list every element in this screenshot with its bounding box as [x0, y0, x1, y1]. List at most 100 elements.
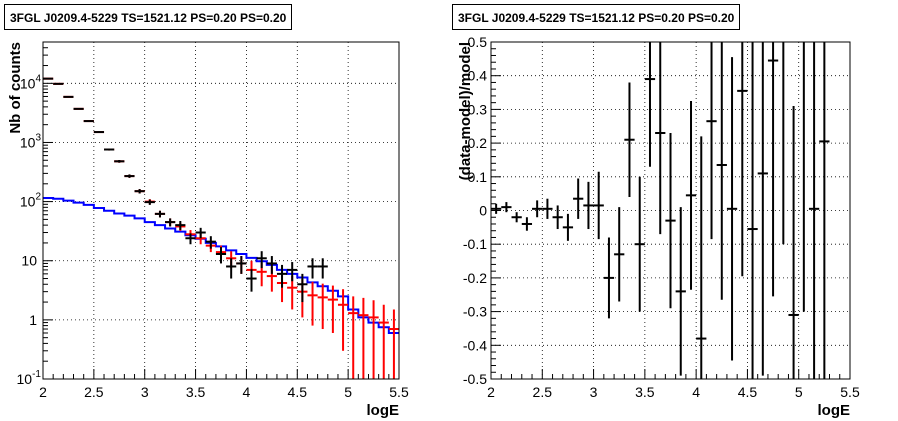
residual-point	[603, 237, 615, 319]
model-counts-point	[368, 300, 379, 379]
data-counts-point	[144, 199, 155, 205]
data-counts-point	[205, 236, 216, 249]
data-counts-point	[83, 120, 94, 123]
data-counts-point	[124, 174, 135, 178]
data-counts-point	[287, 262, 298, 282]
y-tick-label: 102	[20, 192, 42, 210]
model-counts-point	[348, 296, 359, 379]
x-tick-label: 5.5	[840, 384, 860, 400]
y-tick-exponent: 3	[35, 132, 41, 143]
residual-point	[788, 106, 799, 379]
right-plot-title: 3FGL J0209.4-5229 TS=1521.12 PS=0.20 PS=…	[452, 4, 741, 30]
model-counts-point	[287, 276, 298, 310]
x-tick-label: 3	[141, 384, 149, 400]
residual-point	[593, 171, 604, 240]
model-counts-point	[327, 285, 338, 333]
residual-point	[583, 181, 594, 230]
x-tick-label: 2	[39, 384, 47, 400]
residual-point	[552, 205, 563, 230]
x-tick-label: 4.5	[288, 384, 308, 400]
data-counts-point	[317, 258, 328, 279]
y-tick-label: -0.5	[463, 371, 487, 387]
residual-point	[675, 207, 686, 376]
residual-point	[634, 176, 645, 312]
residual-point	[542, 198, 553, 219]
model-counts-point	[358, 297, 369, 379]
y-tick-label: 103	[20, 132, 42, 150]
data-counts-point	[236, 256, 247, 274]
x-tick-label: 2.5	[533, 384, 553, 400]
data-counts-point	[226, 258, 237, 279]
x-tick-label: 4	[243, 384, 251, 400]
data-counts-point	[93, 131, 105, 134]
residual-point	[501, 202, 512, 213]
data-counts-point	[246, 269, 257, 292]
y-tick-label: -0.2	[463, 270, 487, 286]
data-counts-point	[114, 160, 125, 163]
residual-point	[737, 42, 748, 277]
y-tick-label: 10	[21, 253, 37, 269]
residual-point	[511, 212, 522, 223]
y-tick-exponent: 2	[35, 192, 41, 203]
x-tick-label: 3	[590, 384, 598, 400]
data-counts-point	[53, 82, 64, 85]
data-counts-point	[165, 218, 176, 227]
residual-point	[655, 42, 666, 235]
residual-point	[532, 200, 543, 218]
x-tick-label: 3.5	[635, 384, 655, 400]
x-tick-label: 5.5	[389, 384, 409, 400]
residual-point	[491, 203, 502, 214]
data-counts-point	[63, 95, 74, 98]
residual-point	[757, 42, 768, 376]
data-counts-point	[307, 258, 318, 279]
y-axis-title: Nb of counts	[7, 42, 24, 134]
x-tick-label: 2	[487, 384, 495, 400]
y-tick-label: 0.5	[468, 34, 488, 50]
residual-point	[624, 82, 635, 198]
y-tick-label: 0.2	[468, 135, 488, 151]
residual-point	[644, 42, 656, 167]
x-tick-label: 4.5	[738, 384, 758, 400]
data-counts-point	[175, 220, 186, 231]
y-tick-exponent: 4	[35, 73, 41, 84]
data-counts-point	[195, 227, 206, 239]
residuals-panel: 2 2.5 3 3.5 4 4.5 5 5.5 -0.5 -0.4 -0.3 -0.2 -0.1 0 0.1…	[457, 34, 860, 419]
model-counts-point	[378, 304, 389, 379]
y-axis-title: (data-model)/model	[457, 42, 474, 180]
model-counts-point	[388, 309, 399, 379]
data-counts-point	[297, 273, 308, 303]
model-counts-point	[317, 283, 328, 330]
plot-area	[43, 42, 399, 379]
x-tick-label: 5	[795, 384, 803, 400]
residual-point	[521, 217, 533, 231]
data-counts-point	[256, 251, 267, 269]
y-tick-label: 1	[29, 312, 37, 328]
data-counts-point	[73, 107, 84, 110]
residual-point	[819, 42, 830, 379]
x-tick-label: 4	[692, 384, 700, 400]
data-counts-point	[276, 264, 288, 288]
residual-point	[747, 42, 758, 379]
x-tick-label: 2.5	[84, 384, 104, 400]
y-tick-label: -0.3	[463, 304, 487, 320]
data-counts-point	[185, 233, 196, 245]
x-tick-label: 3.5	[186, 384, 206, 400]
data-counts-point	[215, 247, 227, 264]
x-tick-label: 5	[344, 384, 352, 400]
residual-point	[726, 57, 738, 361]
data-counts-point	[134, 189, 145, 194]
model-counts-point	[337, 289, 349, 351]
y-tick-exponent: -1	[32, 369, 41, 380]
residual-point	[614, 207, 625, 302]
y-tick-label: 0.3	[468, 101, 488, 117]
y-tick-label: 0	[479, 203, 487, 219]
residual-point	[706, 42, 717, 240]
data-counts-point	[104, 148, 115, 151]
y-tick-label: -0.4	[463, 337, 487, 353]
residual-point	[767, 42, 779, 297]
data-counts-point	[154, 210, 166, 218]
data-counts-point	[266, 256, 277, 274]
residual-point	[696, 136, 707, 379]
